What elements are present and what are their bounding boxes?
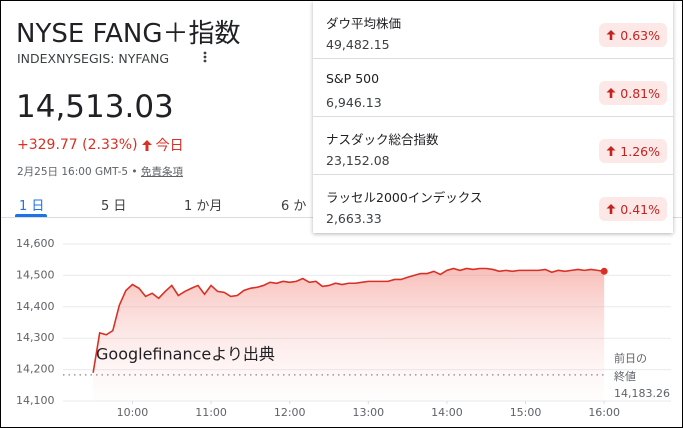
- arrow-up-icon: [606, 204, 616, 214]
- tab-indicator: [15, 214, 47, 217]
- change-badge: 0.41%: [599, 197, 667, 221]
- change-period: 今日: [155, 138, 184, 154]
- annotation: Googlefinanceより出典: [96, 345, 275, 364]
- market-value: 49,482.15: [326, 37, 390, 52]
- reference-value: 14,183.26: [614, 387, 670, 400]
- x-tick-label: 13:00: [352, 406, 384, 419]
- title: NYSE FANG＋指数: [16, 19, 241, 49]
- x-tick-label: 15:00: [510, 406, 542, 419]
- market-panel: ダウ平均株価 49,482.15 0.63% S&P 500 6,946.13 0.81%…: [313, 1, 673, 233]
- line: [92, 267, 605, 373]
- timestamp: 2月25日 16:00 GMT-5 •: [17, 166, 138, 178]
- y-tick-label: 14,300: [16, 331, 55, 344]
- arrow-up-icon: [606, 146, 616, 156]
- market-row[interactable]: ダウ平均株価 49,482.15 0.63%: [313, 1, 673, 59]
- arrow-up-icon: [606, 88, 616, 98]
- market-row[interactable]: ナスダック総合指数 23,152.08 1.26%: [313, 117, 673, 175]
- reference-title: 終値: [614, 370, 636, 383]
- arrow-up-icon: [606, 30, 616, 40]
- y-tick-label: 14,600: [16, 237, 55, 250]
- x-tick-label: 12:00: [274, 406, 306, 419]
- change-badge: 0.81%: [599, 81, 667, 105]
- timestamp-row: 2月25日 16:00 GMT-5 • 免責条項: [17, 164, 183, 179]
- market-value: 2,663.33: [326, 211, 382, 226]
- ticker: INDEXNYSEGIS: NYFANG: [17, 51, 170, 66]
- arrow-up-icon: [141, 140, 152, 151]
- y-tick-label: 14,500: [16, 268, 55, 281]
- market-name: ダウ平均株価: [326, 16, 402, 31]
- last-point: [600, 267, 608, 275]
- change-percent: 0.41%: [620, 201, 660, 217]
- reference-title: 前日の: [614, 351, 647, 365]
- market-row[interactable]: S&P 500 6,946.13 0.81%: [313, 59, 673, 117]
- y-tick-label: 14,100: [16, 394, 55, 407]
- change-percent: 0.81%: [620, 85, 660, 101]
- x-tick-label: 11:00: [195, 406, 227, 419]
- market-value: 23,152.08: [326, 153, 390, 168]
- change-percent: 0.63%: [620, 27, 660, 43]
- change-badge: 1.26%: [599, 139, 667, 163]
- disclaimer-link[interactable]: 免責条項: [140, 166, 183, 178]
- x-tick-label: 10:00: [117, 406, 149, 419]
- market-value: 6,946.13: [326, 95, 382, 110]
- market-name: ナスダック総合指数: [326, 132, 439, 147]
- tab[interactable]: 1 日: [19, 199, 45, 214]
- market-name: S&P 500: [326, 71, 380, 86]
- market-row[interactable]: ラッセル2000インデックス 2,663.33 0.41%: [313, 175, 673, 233]
- change-row: +329.77 (2.33%) 今日: [17, 135, 184, 155]
- change-percent: 1.26%: [620, 143, 660, 159]
- change-badge: 0.63%: [599, 23, 667, 47]
- y-tick-label: 14,400: [16, 300, 55, 313]
- tab[interactable]: 1 か月: [184, 199, 223, 214]
- change: +329.77 (2.33%): [17, 137, 138, 153]
- y-tick-label: 14,200: [16, 363, 55, 376]
- x-tick-label: 16:00: [588, 406, 620, 419]
- x-tick-label: 14:00: [431, 406, 463, 419]
- area: [93, 268, 605, 401]
- market-name: ラッセル2000インデックス: [326, 190, 483, 205]
- tab[interactable]: 6 か: [281, 199, 307, 214]
- tab[interactable]: 5 日: [101, 199, 127, 214]
- more-icon[interactable]: [201, 50, 209, 64]
- price: 14,513.03: [16, 89, 174, 125]
